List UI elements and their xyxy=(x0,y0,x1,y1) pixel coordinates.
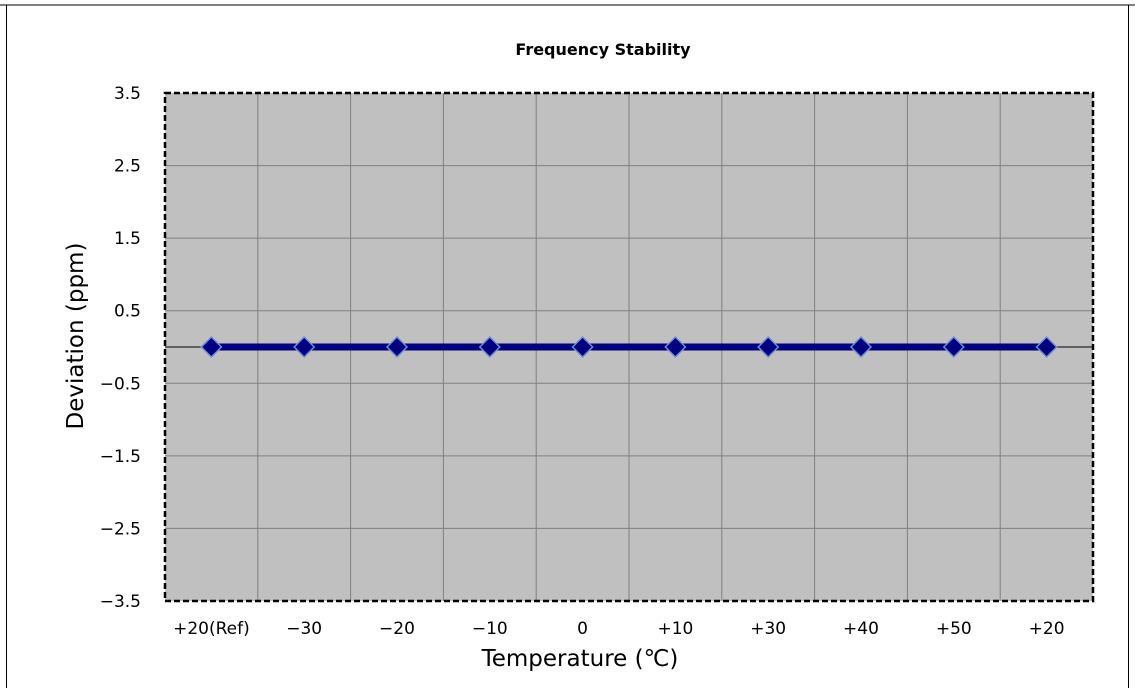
y-tick-label: −1.5 xyxy=(100,447,141,467)
data-point-marker xyxy=(385,335,409,359)
y-axis-label: Deviation (ppm) xyxy=(63,243,89,430)
x-tick-label: +20(Ref) xyxy=(173,619,250,639)
data-point-marker xyxy=(849,335,873,359)
data-point-marker xyxy=(478,335,501,359)
x-tick-label: +50 xyxy=(936,619,972,639)
y-tick-label: 0.5 xyxy=(114,302,141,322)
y-tick-label: 3.5 xyxy=(114,84,141,104)
y-tick-label: 2.5 xyxy=(114,157,141,177)
data-point-marker xyxy=(942,335,965,359)
data-point-marker xyxy=(571,335,594,359)
data-point-marker xyxy=(200,335,223,359)
x-axis-ticks: +20(Ref) −30 −20 −10 0 +10 +30 +40 +50 +20 xyxy=(173,619,1064,639)
x-tick-label: +30 xyxy=(750,619,786,639)
x-tick-label: +10 xyxy=(657,619,693,639)
data-point-marker xyxy=(664,335,687,359)
data-point-marker xyxy=(1035,335,1058,359)
y-tick-label: 1.5 xyxy=(114,229,141,249)
plot-border xyxy=(163,91,1095,603)
x-tick-label: +40 xyxy=(843,619,879,639)
x-tick-label: 0 xyxy=(577,619,588,639)
x-tick-label: −30 xyxy=(286,619,322,639)
data-point-marker xyxy=(757,335,780,359)
y-tick-label: −0.5 xyxy=(100,374,141,394)
x-tick-label: +20 xyxy=(1029,619,1065,639)
x-axis-label: Temperature (℃) xyxy=(481,646,679,672)
x-tick-label: −10 xyxy=(472,619,508,639)
series-group xyxy=(200,335,1058,359)
y-tick-label: −2.5 xyxy=(100,519,141,539)
chart-title: Frequency Stability xyxy=(515,40,691,59)
y-axis-ticks: 3.5 2.5 1.5 0.5 −0.5 −1.5 −2.5 −3.5 xyxy=(100,84,141,612)
x-tick-label: −20 xyxy=(379,619,415,639)
data-point-marker xyxy=(293,335,316,359)
y-tick-label: −3.5 xyxy=(100,592,141,612)
